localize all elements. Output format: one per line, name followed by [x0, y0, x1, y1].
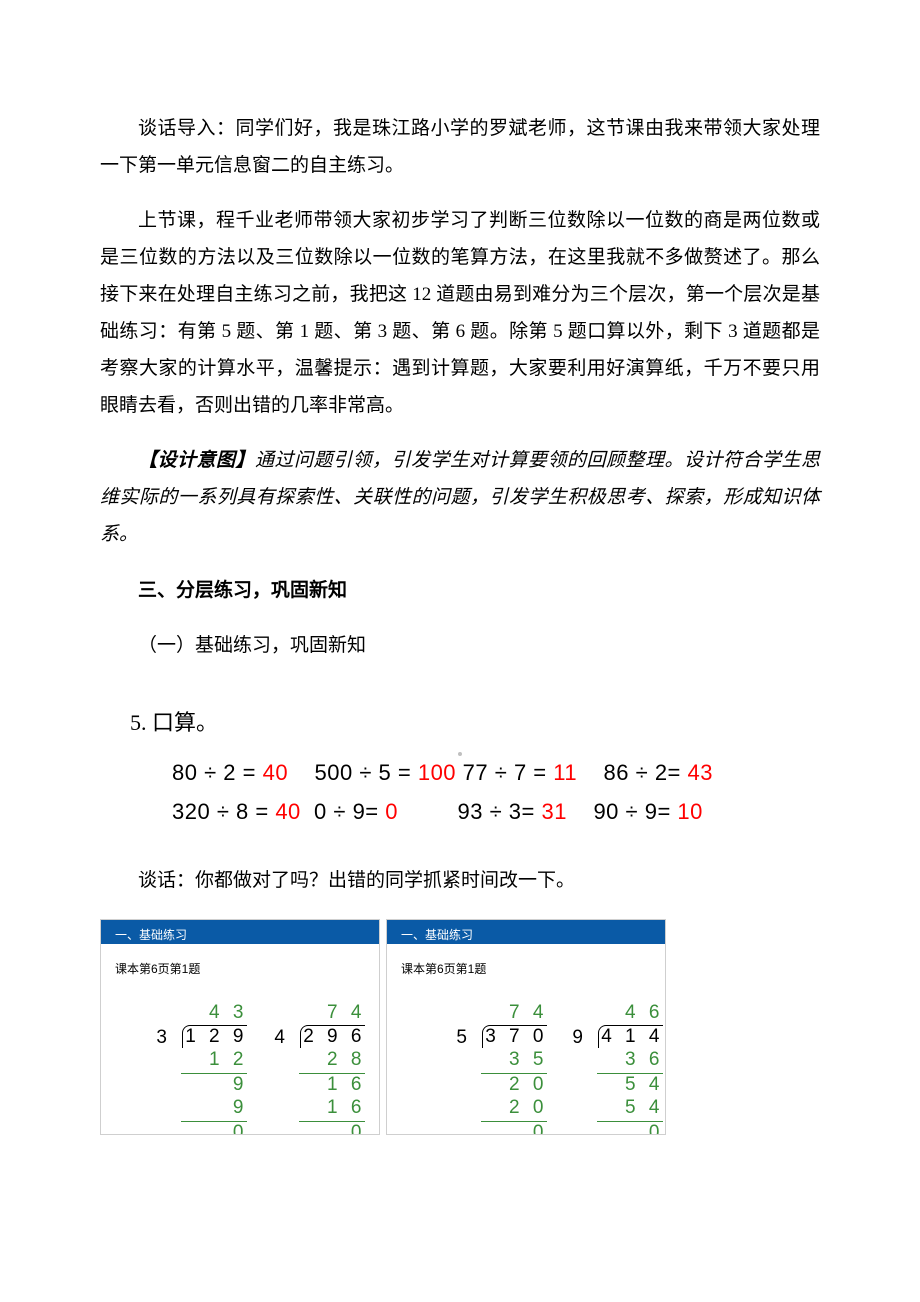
- figure-subtitle: 课本第6页第1题: [387, 944, 665, 981]
- paragraph-followup: 谈话：你都做对了吗？出错的同学抓紧时间改一下。: [100, 862, 820, 899]
- quotient: 4 3: [209, 1002, 247, 1026]
- oral-expression: 90 ÷ 9=: [593, 799, 677, 824]
- worked-example-figure: 一、基础练习课本第6页第1题5 )3 7 45 3 7 05 )3 3 55 )…: [386, 919, 666, 1135]
- dividend: 4 1 4: [598, 1025, 663, 1049]
- division-step: 5 )3 3 5: [451, 1049, 547, 1072]
- section-heading: 三、分层练习，巩固新知: [100, 572, 820, 609]
- division-step: 5 )3 7 0: [451, 1122, 547, 1135]
- oral-expression: 93 ÷ 3=: [458, 799, 542, 824]
- division-step: 4 )2 2 8: [269, 1049, 365, 1072]
- oral-answer: 40: [275, 799, 300, 824]
- dividend: 3 7 0: [482, 1025, 547, 1049]
- oral-answer: 31: [542, 799, 567, 824]
- figure-subtitle: 课本第6页第1题: [101, 944, 379, 981]
- oral-answer: 11: [553, 760, 577, 785]
- worked-example-figure: 一、基础练习课本第6页第1题3 )1 4 33 1 2 93 )1 1 23 )…: [100, 919, 380, 1135]
- dividend: 1 2 9: [182, 1025, 247, 1049]
- oral-answer: 100: [418, 760, 456, 785]
- document-page: 谈话导入：同学们好，我是珠江路小学的罗斌老师，这节课由我来带领大家处理一下第一单…: [0, 0, 920, 1195]
- division-step: 3 )1 2 9: [151, 1097, 247, 1120]
- oral-expression: 77 ÷ 7 =: [463, 760, 554, 785]
- design-intent-label: 【设计意图】: [138, 450, 255, 471]
- paragraph-intro: 谈话导入：同学们好，我是珠江路小学的罗斌老师，这节课由我来带领大家处理一下第一单…: [100, 110, 820, 184]
- division-step: 4 )2 1 6: [269, 1097, 365, 1120]
- paragraph-body: 上节课，程千业老师带领大家初步学习了判断三位数除以一位数的商是两位数或是三位数的…: [100, 202, 820, 424]
- divisor: 9: [572, 1027, 596, 1048]
- oral-title: 5. 口算。: [130, 702, 820, 745]
- divisor: 4: [274, 1027, 298, 1048]
- division-step: 9 )4 1 0: [567, 1122, 663, 1135]
- oral-answer: 43: [688, 760, 713, 785]
- division-step: 9 )4 5 4: [567, 1097, 663, 1120]
- division-step: 4 )2 9 0: [269, 1122, 365, 1135]
- oral-answer: 40: [263, 760, 288, 785]
- quotient: 7 4: [509, 1002, 547, 1026]
- oral-row: 80 ÷ 2 = 40 500 ÷ 5 = 100 77 ÷ 7 = 11 86…: [130, 753, 820, 793]
- oral-expression: 0 ÷ 9=: [314, 799, 385, 824]
- oral-answer: 10: [677, 799, 702, 824]
- figure-row: 一、基础练习课本第6页第1题3 )1 4 33 1 2 93 )1 1 23 )…: [100, 919, 820, 1135]
- division-step: 9 )4 5 4: [567, 1074, 663, 1097]
- division-step: 5 )3 2 0: [451, 1097, 547, 1120]
- oral-expression: 80 ÷ 2 =: [172, 760, 263, 785]
- oral-arithmetic-block: 5. 口算。 80 ÷ 2 = 40 500 ÷ 5 = 100 77 ÷ 7 …: [130, 702, 820, 832]
- oral-answer: 0: [385, 799, 398, 824]
- division-step: 5 )3 2 0: [451, 1074, 547, 1097]
- division-step: 4 )2 1 6: [269, 1074, 365, 1097]
- long-division: 5 )3 7 45 3 7 05 )3 3 55 )3 2 05 )3 2 05…: [451, 1002, 547, 1135]
- long-division: 9 )4 4 69 4 1 49 )4 3 69 )4 5 49 )4 5 49…: [567, 1002, 663, 1135]
- division-step: 9 )4 3 6: [567, 1049, 663, 1072]
- oral-expression: 320 ÷ 8 =: [172, 799, 275, 824]
- subsection-1: （一）基础练习，巩固新知: [100, 627, 820, 664]
- oral-row: 320 ÷ 8 = 40 0 ÷ 9= 0 93 ÷ 3= 31 90 ÷ 9=…: [130, 792, 820, 832]
- long-division: 4 )2 7 44 2 9 64 )2 2 84 )2 1 64 )2 1 64…: [269, 1002, 365, 1135]
- division-step: 3 )1 2 9: [151, 1074, 247, 1097]
- divisor: 5: [456, 1027, 480, 1048]
- figure-title: 一、基础练习: [101, 920, 379, 944]
- division-step: 3 )1 1 2: [151, 1049, 247, 1072]
- quotient: 7 4: [327, 1002, 365, 1026]
- long-division: 3 )1 4 33 1 2 93 )1 1 23 )1 2 93 )1 2 93…: [151, 1002, 247, 1135]
- quotient: 4 6: [625, 1002, 663, 1026]
- divisor: 3: [156, 1027, 180, 1048]
- dividend: 2 9 6: [300, 1025, 365, 1049]
- oral-expression: 86 ÷ 2=: [604, 760, 688, 785]
- division-step: 3 )1 2 0: [151, 1122, 247, 1135]
- figure-title: 一、基础练习: [387, 920, 665, 944]
- oral-expression: 500 ÷ 5 =: [315, 760, 418, 785]
- design-intent: 【设计意图】通过问题引领，引发学生对计算要领的回顾整理。设计符合学生思维实际的一…: [100, 442, 820, 553]
